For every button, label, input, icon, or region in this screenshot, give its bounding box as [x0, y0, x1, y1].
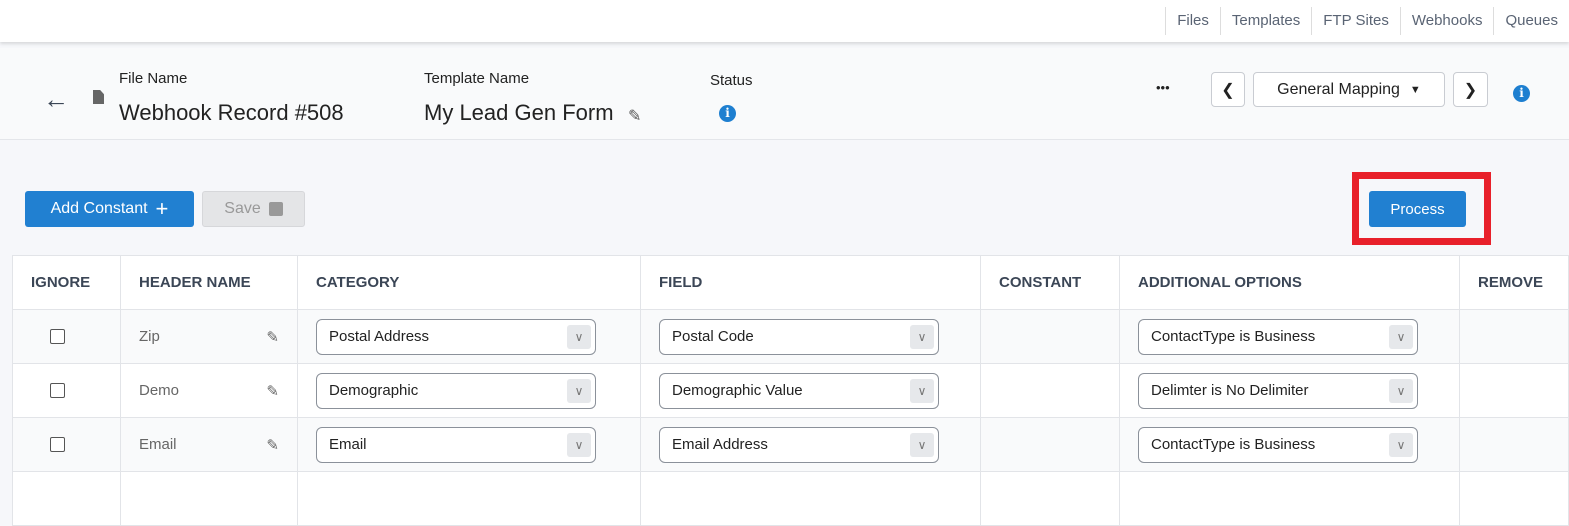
- col-field: FIELD: [640, 255, 981, 310]
- record-header: ← File Name Webhook Record #508 Template…: [0, 48, 1569, 140]
- chevron-down-icon: ∨: [567, 432, 591, 457]
- chevron-down-icon: ∨: [567, 324, 591, 349]
- chevron-down-icon: ∨: [1389, 324, 1413, 349]
- options-select[interactable]: ContactType is Business ∨: [1138, 318, 1418, 355]
- nav-webhooks[interactable]: Webhooks: [1399, 7, 1494, 35]
- options-select[interactable]: Delimter is No Delimiter ∨: [1138, 372, 1418, 409]
- file-name-label: File Name: [119, 70, 188, 87]
- more-icon[interactable]: •••: [1156, 80, 1170, 95]
- table-row: Email ✎ Email ∨ Email Address ∨ ContactType…: [12, 417, 1569, 472]
- add-constant-button[interactable]: Add Constant +: [25, 191, 194, 227]
- options-value: ContactType is Business: [1151, 436, 1316, 453]
- mapping-label: General Mapping: [1277, 80, 1400, 98]
- plus-icon: +: [155, 196, 169, 221]
- save-label: Save: [224, 200, 261, 217]
- category-value: Demographic: [329, 382, 419, 399]
- status-info-icon[interactable]: i: [719, 105, 736, 122]
- constant-cell: [980, 309, 1120, 364]
- ignore-checkbox[interactable]: [50, 329, 65, 344]
- chevron-down-icon: ∨: [910, 324, 934, 349]
- constant-cell: [980, 363, 1120, 418]
- add-constant-label: Add Constant: [50, 200, 148, 217]
- chevron-down-icon: ∨: [1389, 378, 1413, 403]
- chevron-down-icon: ∨: [567, 378, 591, 403]
- constant-cell: [980, 417, 1120, 472]
- remove-cell: [1459, 309, 1569, 364]
- col-constant: CONSTANT: [980, 255, 1120, 310]
- header-name: Zip: [139, 328, 160, 345]
- field-value: Demographic Value: [672, 382, 803, 399]
- edit-icon[interactable]: ✎: [628, 108, 642, 125]
- category-value: Postal Address: [329, 328, 430, 345]
- field-value: Postal Code: [672, 328, 754, 345]
- save-button[interactable]: Save: [202, 191, 305, 227]
- table-row: Demo ✎ Demographic ∨ Demographic Value ∨ De…: [12, 363, 1569, 418]
- field-select[interactable]: Demographic Value ∨: [659, 372, 939, 409]
- chevron-down-icon: ∨: [1389, 432, 1413, 457]
- mapping-table: IGNORE HEADER NAME CATEGORY FIELD CONSTA…: [12, 255, 1569, 526]
- ignore-checkbox[interactable]: [50, 437, 65, 452]
- caret-down-icon: ▼: [1409, 83, 1421, 96]
- options-select[interactable]: ContactType is Business ∨: [1138, 426, 1418, 463]
- mapping-dropdown[interactable]: General Mapping ▼: [1253, 72, 1445, 107]
- next-button[interactable]: ❯: [1453, 72, 1488, 107]
- prev-button[interactable]: ❮: [1211, 72, 1245, 107]
- ignore-checkbox[interactable]: [50, 383, 65, 398]
- info-icon[interactable]: i: [1513, 85, 1530, 102]
- file-name: Webhook Record #508: [119, 100, 344, 125]
- back-arrow-icon[interactable]: ←: [43, 84, 69, 114]
- pencil-icon[interactable]: ✎: [266, 328, 279, 346]
- col-additional-options: ADDITIONAL OPTIONS: [1119, 255, 1460, 310]
- field-select[interactable]: Postal Code ∨: [659, 318, 939, 355]
- floppy-icon: [268, 202, 283, 216]
- header-name: Email: [139, 436, 177, 453]
- chevron-down-icon: ∨: [910, 432, 934, 457]
- table-header-row: IGNORE HEADER NAME CATEGORY FIELD CONSTA…: [12, 255, 1569, 310]
- options-value: Delimter is No Delimiter: [1151, 382, 1309, 399]
- options-value: ContactType is Business: [1151, 328, 1316, 345]
- process-button[interactable]: Process: [1369, 191, 1466, 227]
- category-select[interactable]: Postal Address ∨: [316, 318, 596, 355]
- table-row: Zip ✎ Postal Address ∨ Postal Code ∨ Contac…: [12, 309, 1569, 364]
- col-ignore: IGNORE: [12, 255, 121, 310]
- status-label: Status: [710, 72, 753, 89]
- pencil-icon[interactable]: ✎: [266, 436, 279, 454]
- top-nav: Files Templates FTP Sites Webhooks Queue…: [0, 0, 1569, 42]
- chevron-down-icon: ∨: [910, 378, 934, 403]
- header-name: Demo: [139, 382, 180, 399]
- category-select[interactable]: Email ∨: [316, 426, 596, 463]
- nav-queues[interactable]: Queues: [1493, 7, 1569, 35]
- highlight-box: [1352, 172, 1491, 245]
- pencil-icon[interactable]: ✎: [266, 382, 279, 400]
- template-name: My Lead Gen Form: [424, 100, 614, 125]
- field-select[interactable]: Email Address ∨: [659, 426, 939, 463]
- nav-ftp-sites[interactable]: FTP Sites: [1311, 7, 1400, 35]
- template-name-label: Template Name: [424, 70, 530, 87]
- remove-cell: [1459, 417, 1569, 472]
- table-row-partial: [12, 471, 1569, 526]
- nav-templates[interactable]: Templates: [1219, 7, 1311, 35]
- field-value: Email Address: [672, 436, 768, 453]
- col-remove: REMOVE: [1459, 255, 1569, 310]
- file-icon: [93, 90, 104, 104]
- col-category: CATEGORY: [297, 255, 641, 310]
- col-header-name: HEADER NAME: [120, 255, 298, 310]
- nav-files[interactable]: Files: [1165, 7, 1220, 35]
- category-value: Email: [329, 436, 367, 453]
- category-select[interactable]: Demographic ∨: [316, 372, 596, 409]
- remove-cell: [1459, 363, 1569, 418]
